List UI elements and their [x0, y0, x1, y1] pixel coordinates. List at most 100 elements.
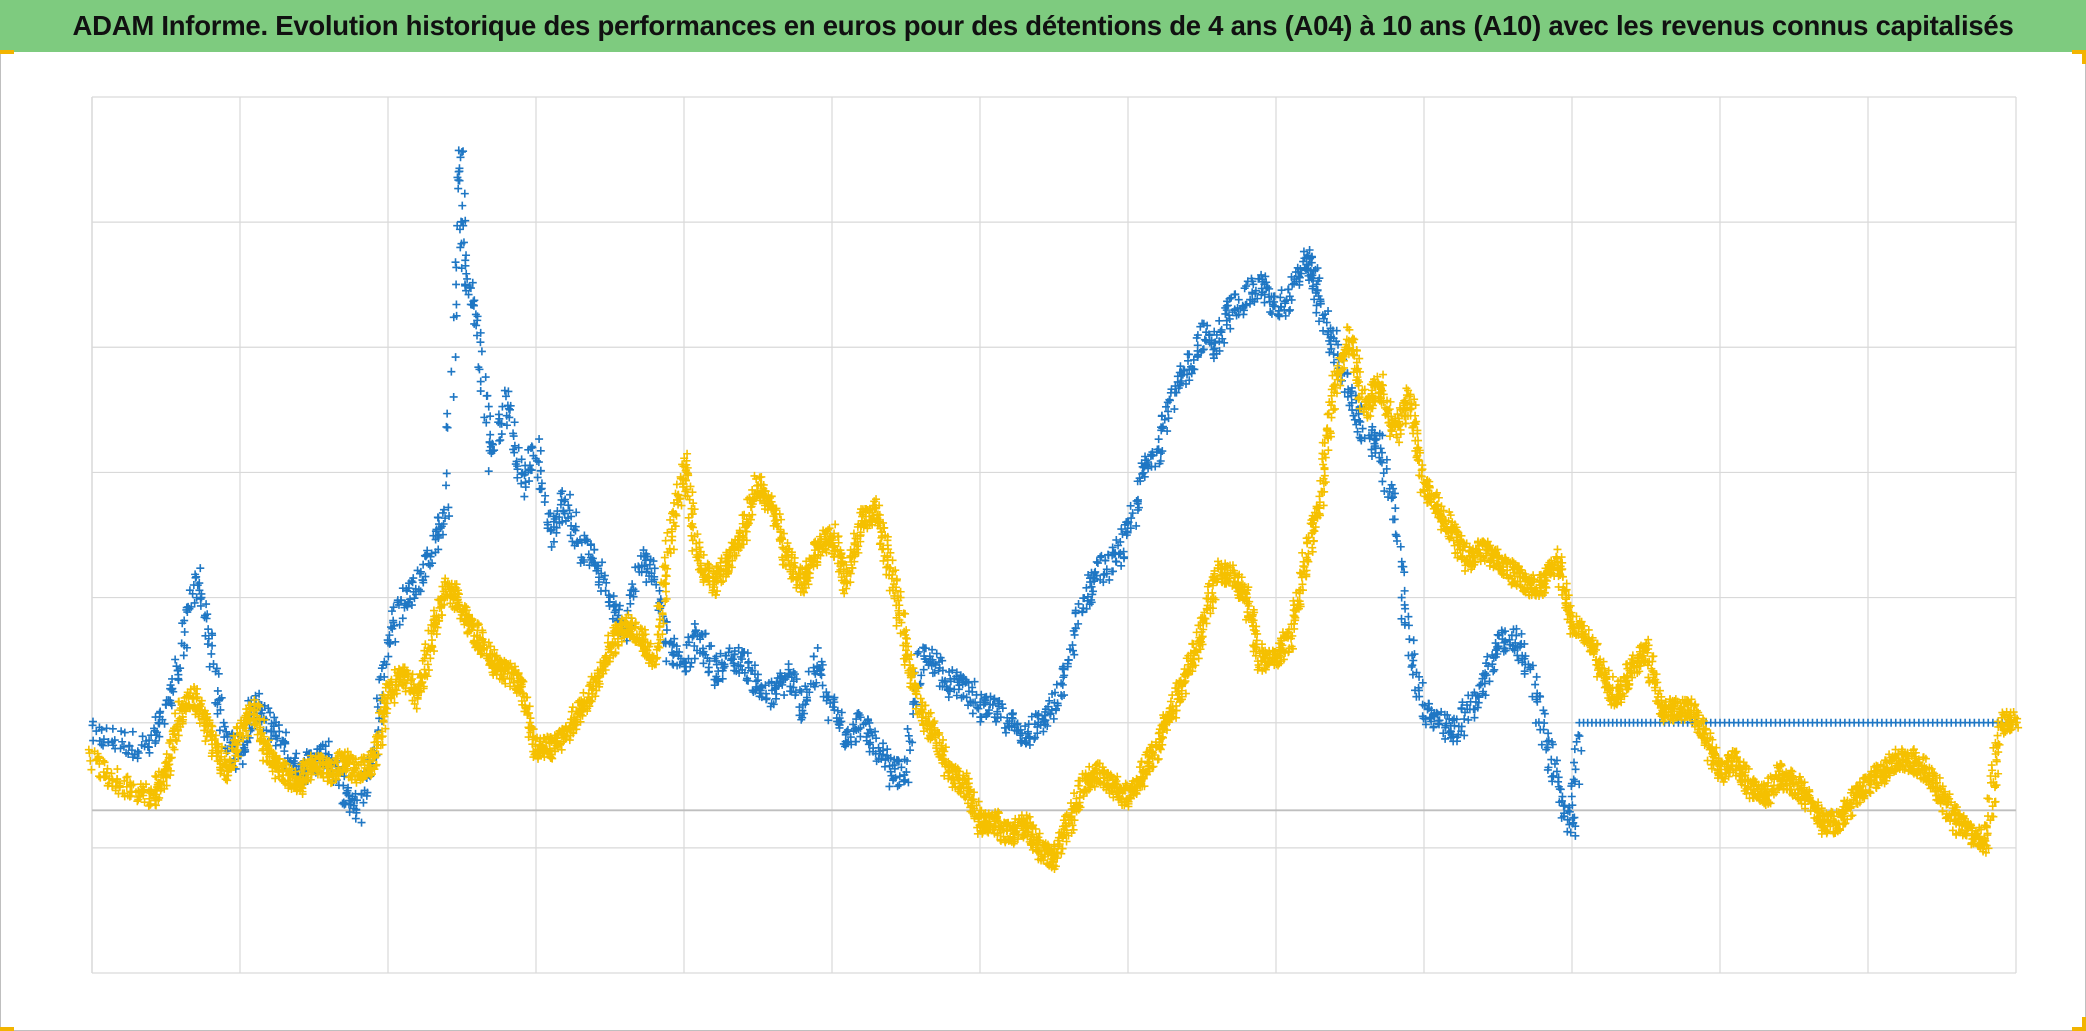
data-point — [197, 593, 206, 602]
data-point — [1543, 743, 1552, 752]
data-point — [952, 691, 961, 700]
data-point — [1347, 391, 1356, 400]
data-point — [1122, 531, 1131, 540]
data-point — [1548, 740, 1557, 749]
data-point — [1215, 346, 1224, 355]
data-point — [1408, 661, 1417, 670]
data-point — [1052, 704, 1061, 713]
data-point — [217, 742, 226, 751]
data-point — [877, 754, 886, 763]
data-point — [145, 736, 154, 745]
data-point — [1248, 295, 1257, 304]
data-point — [1390, 515, 1399, 524]
data-point — [704, 668, 713, 677]
data-point — [1482, 671, 1491, 680]
data-point — [1577, 746, 1586, 755]
data-point — [502, 421, 511, 430]
data-point — [846, 733, 855, 742]
data-point — [234, 736, 243, 745]
data-point — [480, 413, 489, 422]
data-point — [1074, 619, 1083, 628]
data-point — [343, 786, 352, 795]
data-point — [513, 473, 522, 482]
data-point — [1234, 295, 1243, 304]
data-point — [452, 280, 461, 289]
data-point — [460, 189, 469, 198]
data-point — [872, 734, 881, 743]
data-point — [1127, 514, 1136, 523]
data-point — [517, 455, 526, 464]
data-point — [1087, 582, 1096, 591]
data-point — [172, 662, 181, 671]
data-point — [88, 721, 97, 730]
data-point — [818, 681, 827, 690]
data-point — [469, 300, 478, 309]
data-point — [463, 274, 472, 283]
data-point — [380, 672, 389, 681]
data-point — [565, 506, 574, 515]
data-point — [101, 773, 110, 782]
data-point — [663, 528, 672, 537]
data-point — [1043, 721, 1052, 730]
data-point — [534, 458, 543, 467]
data-point — [1285, 306, 1294, 315]
data-point — [714, 676, 723, 685]
data-point — [1353, 427, 1362, 436]
data-point — [753, 676, 762, 685]
data-point — [456, 153, 465, 162]
data-point — [134, 749, 143, 758]
data-point — [449, 392, 458, 401]
data-point — [1375, 453, 1384, 462]
data-point — [196, 595, 205, 604]
data-point — [1355, 416, 1364, 425]
data-point — [675, 648, 684, 657]
data-point — [108, 724, 117, 733]
data-point — [1302, 260, 1311, 269]
data-point — [521, 478, 530, 487]
data-point — [1569, 775, 1578, 784]
data-point — [1096, 553, 1105, 562]
data-point — [133, 797, 142, 806]
data-point — [1326, 340, 1335, 349]
data-point — [902, 768, 911, 777]
data-point — [661, 587, 670, 596]
data-point — [1575, 732, 1584, 741]
data-point — [1347, 383, 1356, 392]
data-point — [958, 680, 967, 689]
data-point — [643, 564, 652, 573]
data-point — [1415, 692, 1424, 701]
data-point — [432, 525, 441, 534]
data-point — [682, 667, 691, 676]
data-point — [174, 731, 183, 740]
data-point — [481, 373, 490, 382]
data-point — [1281, 311, 1290, 320]
data-point — [155, 709, 164, 718]
data-point — [1222, 320, 1231, 329]
data-point — [1312, 301, 1321, 310]
data-point — [384, 652, 393, 661]
data-point — [151, 739, 160, 748]
data-point — [795, 686, 804, 695]
data-point — [459, 147, 468, 156]
data-point — [1193, 331, 1202, 340]
data-point — [864, 740, 873, 749]
data-point — [719, 663, 728, 672]
data-point — [892, 756, 901, 765]
data-point — [736, 661, 745, 670]
data-point — [744, 657, 753, 666]
data-point — [1397, 593, 1406, 602]
data-point — [789, 683, 798, 692]
data-point — [452, 300, 461, 309]
data-point — [97, 740, 106, 749]
data-point — [1240, 306, 1248, 315]
data-point — [109, 741, 118, 750]
data-point — [1240, 284, 1249, 293]
data-point — [434, 545, 443, 554]
data-point — [1572, 737, 1581, 746]
data-point — [1126, 501, 1135, 510]
data-point — [572, 508, 581, 517]
data-point — [1490, 665, 1499, 674]
data-point — [459, 221, 468, 230]
data-point — [113, 765, 122, 774]
data-point — [471, 310, 480, 319]
